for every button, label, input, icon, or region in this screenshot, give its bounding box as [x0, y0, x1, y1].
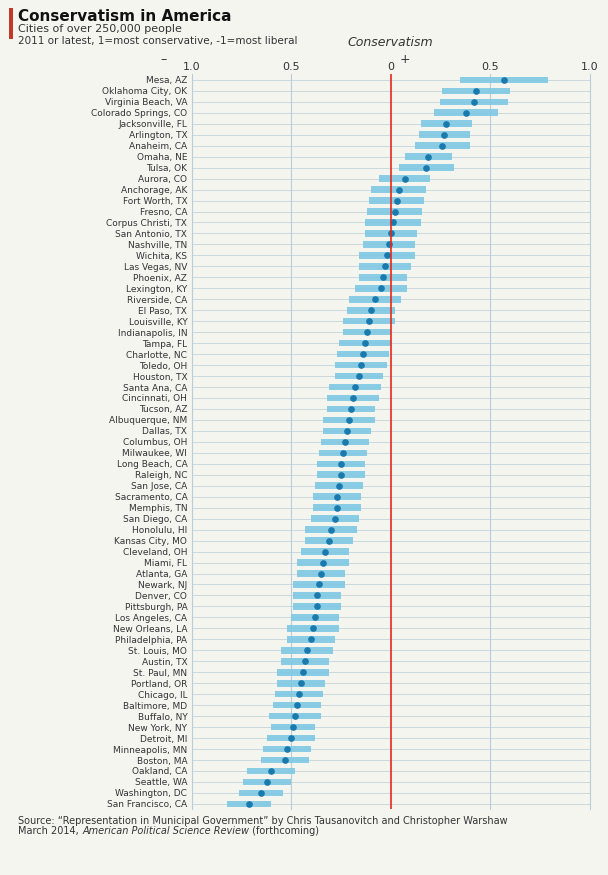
Bar	[261, 757, 309, 763]
Text: +: +	[399, 52, 410, 66]
Bar	[243, 779, 291, 785]
Bar	[329, 384, 381, 390]
Bar	[293, 592, 341, 598]
Text: Conservatism in America: Conservatism in America	[18, 9, 232, 24]
Bar	[337, 351, 389, 357]
Bar	[418, 131, 471, 138]
Bar	[305, 537, 353, 544]
Bar	[349, 296, 401, 303]
Bar	[365, 230, 416, 237]
Bar	[323, 416, 375, 424]
Bar	[287, 636, 335, 642]
Text: 2011 or latest, 1=most conservative, -1=most liberal: 2011 or latest, 1=most conservative, -1=…	[18, 36, 298, 46]
Bar	[359, 252, 415, 259]
Bar	[359, 263, 410, 270]
Text: March 2014,: March 2014,	[18, 826, 82, 836]
Bar	[227, 801, 271, 807]
Bar	[301, 549, 349, 555]
Bar	[460, 77, 548, 83]
Bar	[247, 767, 295, 774]
Bar	[415, 143, 471, 149]
Bar	[323, 428, 371, 434]
Text: Source: “Representation in Municipal Government” by Chris Tausanovitch and Chris: Source: “Representation in Municipal Gov…	[18, 816, 508, 825]
Bar	[343, 318, 395, 325]
Bar	[443, 88, 510, 94]
Bar	[287, 625, 339, 632]
Bar	[368, 197, 424, 204]
Bar	[297, 570, 345, 577]
Bar	[327, 395, 379, 402]
Bar	[421, 121, 472, 127]
Bar	[319, 450, 367, 456]
Bar	[367, 208, 423, 214]
Bar	[321, 438, 368, 445]
Bar	[297, 559, 349, 566]
Bar	[293, 581, 345, 588]
Bar	[404, 153, 452, 160]
Bar	[435, 109, 498, 116]
Bar	[327, 406, 375, 412]
Bar	[371, 186, 426, 192]
Bar	[355, 285, 407, 291]
Bar	[313, 504, 361, 511]
Bar	[269, 713, 321, 719]
Bar	[339, 340, 390, 346]
Bar	[263, 746, 311, 752]
Bar	[347, 307, 395, 313]
Bar	[267, 735, 315, 741]
Text: American Political Science Review: American Political Science Review	[82, 826, 249, 836]
Text: Conservatism: Conservatism	[348, 36, 434, 49]
Text: (forthcoming): (forthcoming)	[249, 826, 319, 836]
Bar	[313, 493, 361, 500]
Bar	[277, 680, 325, 687]
Bar	[291, 614, 339, 620]
Bar	[315, 482, 363, 489]
Bar	[365, 219, 421, 226]
Bar	[311, 515, 359, 522]
Bar	[271, 724, 315, 731]
Bar	[359, 274, 407, 281]
Bar	[343, 329, 390, 335]
Bar	[281, 658, 329, 665]
Bar	[305, 527, 357, 533]
Bar	[335, 361, 387, 368]
Bar	[363, 242, 415, 248]
Bar	[317, 472, 365, 478]
Bar	[379, 175, 430, 182]
Bar	[399, 164, 454, 171]
Bar	[317, 460, 365, 467]
Bar	[335, 373, 382, 380]
Bar	[281, 647, 333, 654]
Bar	[240, 789, 283, 796]
Bar	[275, 691, 323, 697]
Bar	[293, 603, 341, 610]
Bar	[440, 99, 508, 105]
Bar	[273, 702, 321, 709]
Bar	[277, 669, 329, 676]
Text: –: –	[161, 52, 167, 66]
Text: Cities of over 250,000 people: Cities of over 250,000 people	[18, 24, 182, 34]
